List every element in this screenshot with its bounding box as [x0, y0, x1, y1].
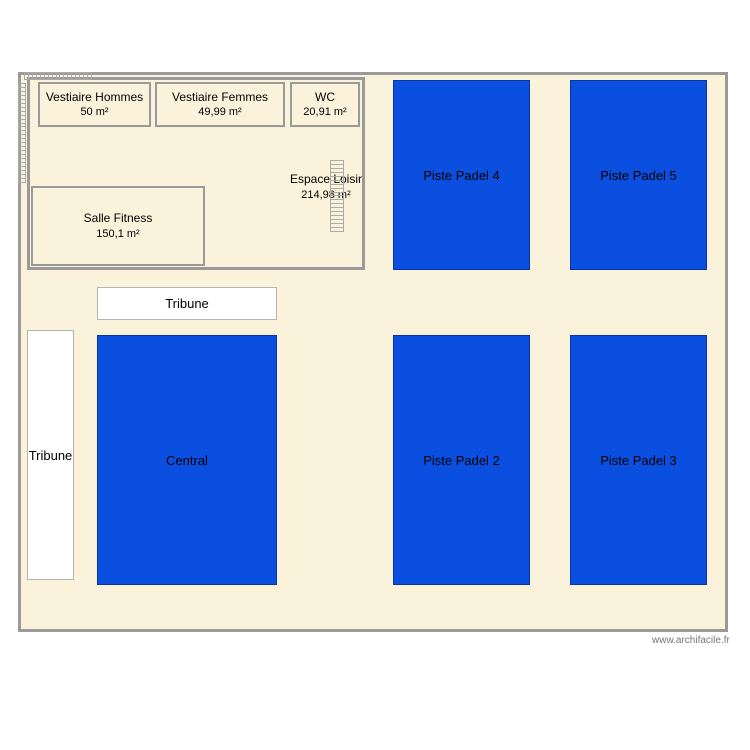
room-label: Espace Loisir	[290, 172, 362, 188]
tribune-top: Tribune	[97, 287, 277, 320]
stairs-icon	[24, 72, 92, 80]
court-label: Piste Padel 3	[600, 453, 677, 468]
court-label: Central	[166, 453, 208, 468]
court-padel-2: Piste Padel 2	[393, 335, 530, 585]
tribune-label: Tribune	[29, 448, 73, 463]
court-label: Piste Padel 5	[600, 168, 677, 183]
room-vestiaire-hommes: Vestiaire Hommes 50 m²	[38, 82, 151, 127]
court-padel-4: Piste Padel 4	[393, 80, 530, 270]
tribune-left: Tribune	[27, 330, 74, 580]
room-area: 50 m²	[80, 105, 108, 119]
court-label: Piste Padel 2	[423, 453, 500, 468]
court-label: Piste Padel 4	[423, 168, 500, 183]
room-label: Salle Fitness	[84, 211, 153, 227]
court-padel-3: Piste Padel 3	[570, 335, 707, 585]
room-label: Vestiaire Hommes	[46, 90, 143, 106]
room-label: Vestiaire Femmes	[172, 90, 268, 106]
stairs-icon	[330, 160, 344, 232]
floorplan-canvas: Vestiaire Hommes 50 m² Vestiaire Femmes …	[0, 0, 750, 750]
room-vestiaire-femmes: Vestiaire Femmes 49,99 m²	[155, 82, 285, 127]
watermark-text: www.archifacile.fr	[652, 635, 730, 646]
room-wc: WC 20,91 m²	[290, 82, 360, 127]
court-central: Central	[97, 335, 277, 585]
room-salle-fitness: Salle Fitness 150,1 m²	[31, 186, 205, 266]
room-label: WC	[315, 90, 335, 106]
room-area: 150,1 m²	[96, 227, 139, 241]
stairs-icon	[18, 83, 26, 183]
room-area: 20,91 m²	[303, 105, 346, 119]
tribune-label: Tribune	[165, 296, 209, 311]
court-padel-5: Piste Padel 5	[570, 80, 707, 270]
room-espace-loisir: Espace Loisir 214,98 m²	[266, 170, 386, 204]
room-area: 49,99 m²	[198, 105, 241, 119]
